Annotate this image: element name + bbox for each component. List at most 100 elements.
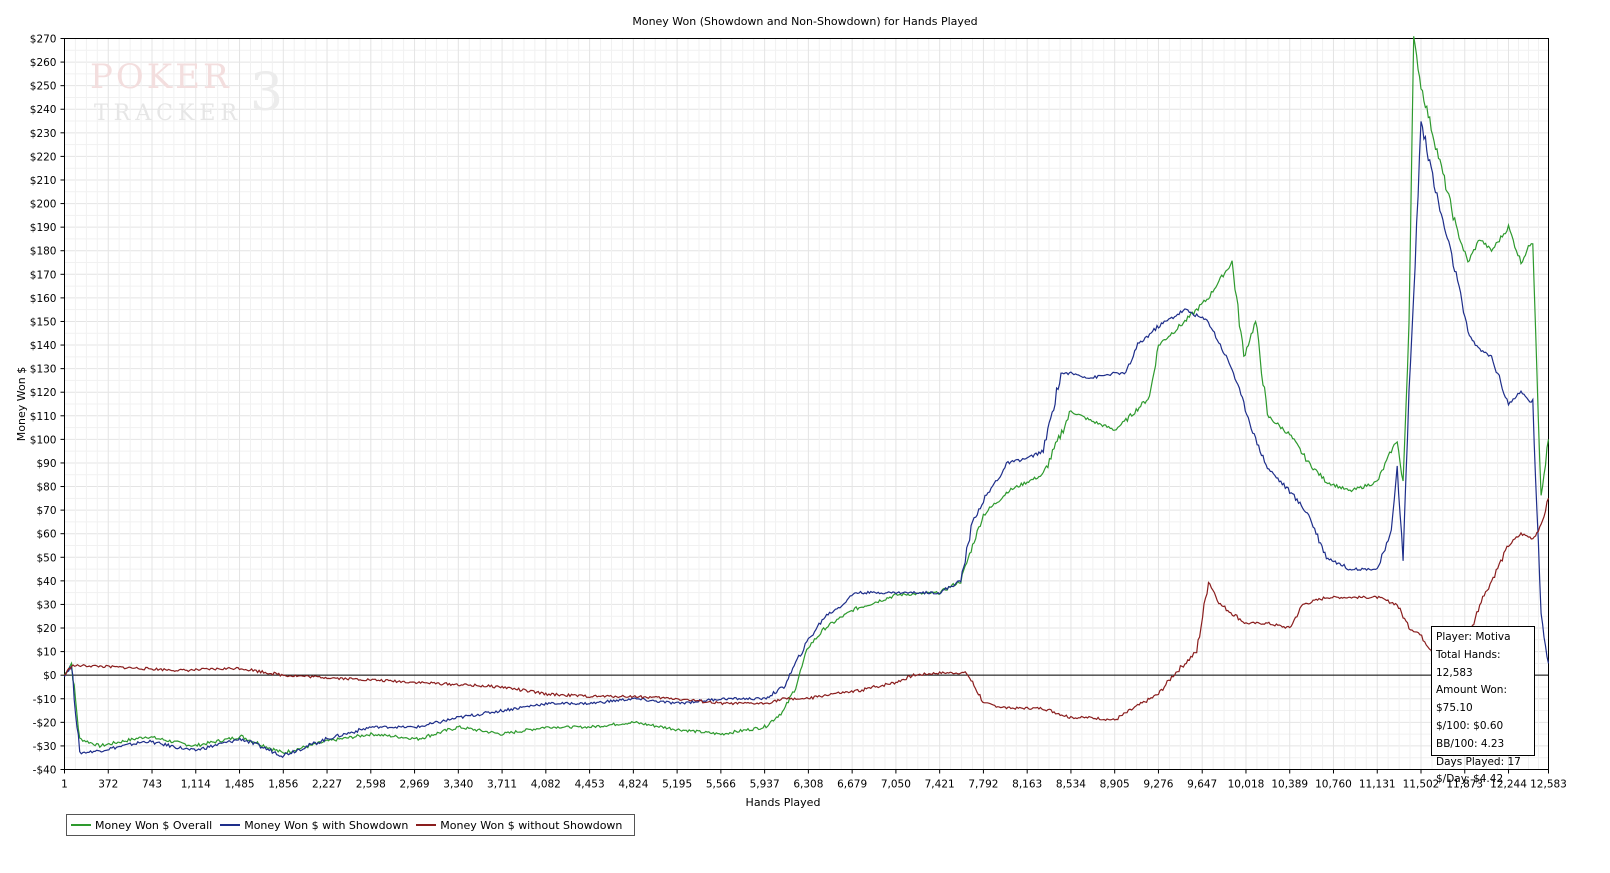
- legend-label-non-showdown: Money Won $ without Showdown: [440, 818, 623, 832]
- y-tick-label: -$30: [33, 741, 57, 753]
- info-days-played: Days Played: 17: [1436, 755, 1521, 768]
- y-tick-label: -$20: [33, 717, 57, 729]
- y-axis-ticks: -$40 -$30 -$20 -$10 $0 $10 $20 $30 $40 $50 $60 $70 $…: [30, 34, 65, 777]
- y-tick-label: $110: [30, 411, 57, 423]
- y-tick-label: $40: [36, 576, 56, 588]
- x-tick-label: 10,018: [1228, 779, 1265, 791]
- x-tick-label: 372: [98, 779, 118, 791]
- x-tick-label: 12,244: [1490, 779, 1527, 791]
- x-tick-label: 5,566: [706, 779, 736, 791]
- y-tick-label: $200: [30, 199, 57, 211]
- grid-lines: [64, 38, 1549, 770]
- series-line-1: [63, 121, 1550, 759]
- x-tick-label: 1,114: [181, 779, 211, 791]
- watermark-line1: POKER: [90, 57, 232, 97]
- y-tick-label: $260: [30, 57, 57, 69]
- y-tick-label: $100: [30, 434, 57, 446]
- series-line-0: [63, 36, 1550, 755]
- watermark-version: 3: [250, 63, 283, 123]
- info-total-hands: Total Hands: 12,583: [1436, 648, 1501, 679]
- y-tick-label: $90: [36, 458, 56, 470]
- watermark-line2: TRACKER: [94, 101, 242, 126]
- y-tick-label: $180: [30, 246, 57, 258]
- legend-item-showdown: Money Won $ with Showdown: [220, 819, 408, 832]
- x-tick-label: 5,937: [750, 779, 780, 791]
- legend-swatch-overall: [71, 824, 91, 826]
- legend-swatch-showdown: [220, 824, 241, 826]
- info-player: Player: Motiva: [1436, 631, 1511, 643]
- y-tick-label: $120: [30, 387, 57, 399]
- x-tick-label: 1: [61, 779, 68, 791]
- y-tick-label: $70: [36, 505, 56, 517]
- x-tick-label: 8,905: [1100, 779, 1130, 791]
- y-tick-label: $50: [36, 552, 56, 564]
- x-tick-label: 743: [142, 779, 162, 791]
- x-tick-label: 3,711: [487, 779, 517, 791]
- legend-item-overall: Money Won $ Overall: [71, 819, 212, 832]
- chart-legend: Money Won $ Overall Money Won $ with Sho…: [66, 814, 636, 836]
- y-tick-label: $250: [30, 81, 57, 93]
- x-tick-label: 6,308: [793, 779, 823, 791]
- y-tick-label: $190: [30, 222, 57, 234]
- y-tick-label: $130: [30, 364, 57, 376]
- info-bb-per-100: BB/100: 4.23: [1436, 737, 1505, 750]
- x-tick-label: 2,227: [312, 779, 342, 791]
- x-tick-label: 9,647: [1187, 779, 1217, 791]
- x-axis-label: Hands Played: [746, 796, 821, 809]
- x-tick-label: 9,276: [1143, 779, 1173, 791]
- y-tick-label: $30: [36, 599, 56, 611]
- watermark-logo: POKER TRACKER 3: [90, 57, 283, 126]
- y-tick-label: $210: [30, 175, 57, 187]
- x-tick-label: 10,389: [1271, 779, 1308, 791]
- x-tick-label: 6,679: [837, 779, 867, 791]
- x-tick-label: 4,082: [531, 779, 561, 791]
- y-tick-label: $60: [36, 529, 56, 541]
- y-tick-label: $150: [30, 316, 57, 328]
- legend-swatch-non-showdown: [416, 824, 437, 826]
- x-tick-label: 12,583: [1530, 779, 1567, 791]
- info-per-100: $/100: $0.60: [1436, 719, 1504, 732]
- x-tick-label: 11,502: [1403, 779, 1440, 791]
- x-tick-label: 4,824: [618, 779, 648, 791]
- x-tick-label: 7,421: [925, 779, 955, 791]
- y-tick-label: $170: [30, 269, 57, 281]
- x-tick-label: 1,856: [268, 779, 298, 791]
- series-line-2: [64, 498, 1550, 722]
- y-tick-label: $240: [30, 104, 57, 116]
- x-tick-label: 2,969: [400, 779, 430, 791]
- chart-title: Money Won (Showdown and Non-Showdown) fo…: [632, 15, 977, 28]
- x-tick-label: 10,760: [1315, 779, 1352, 791]
- y-tick-label: $0: [43, 670, 56, 682]
- y-axis-label: Money Won $: [15, 367, 28, 441]
- y-tick-label: $80: [36, 482, 56, 494]
- y-tick-label: $230: [30, 128, 57, 140]
- poker-tracker-watermark: POKER TRACKER 3: [90, 56, 290, 126]
- y-tick-label: $20: [36, 623, 56, 635]
- x-tick-label: 4,453: [575, 779, 605, 791]
- y-tick-label: $270: [30, 34, 57, 46]
- x-tick-label: 2,598: [356, 779, 386, 791]
- y-tick-label: -$40: [33, 765, 57, 777]
- player-info-box: Player: Motiva Total Hands: 12,583 Amoun…: [1431, 626, 1535, 785]
- x-tick-label: 8,163: [1012, 779, 1042, 791]
- legend-item-non-showdown: Money Won $ without Showdown: [416, 819, 622, 832]
- y-tick-label: -$10: [33, 694, 57, 706]
- x-tick-label: 5,195: [662, 779, 692, 791]
- x-tick-label: 11,873: [1446, 779, 1483, 791]
- y-tick-label: $140: [30, 340, 57, 352]
- x-axis-ticks: 1 372 743 1,114 1,485 1,856 2,227 2,598 2,969 3,3…: [61, 769, 1567, 791]
- series-lines: [63, 36, 1550, 759]
- y-tick-label: $160: [30, 293, 57, 305]
- y-tick-label: $220: [30, 151, 57, 163]
- x-tick-label: 8,534: [1056, 779, 1086, 791]
- plot-area-border: [64, 38, 1549, 770]
- x-tick-label: 7,050: [881, 779, 911, 791]
- info-amount-won: Amount Won: $75.10: [1436, 684, 1507, 715]
- x-tick-label: 3,340: [443, 779, 473, 791]
- legend-label-overall: Money Won $ Overall: [95, 818, 213, 832]
- x-tick-label: 7,792: [968, 779, 998, 791]
- x-tick-label: 11,131: [1359, 779, 1396, 791]
- y-tick-label: $10: [36, 647, 56, 659]
- x-tick-label: 1,485: [225, 779, 255, 791]
